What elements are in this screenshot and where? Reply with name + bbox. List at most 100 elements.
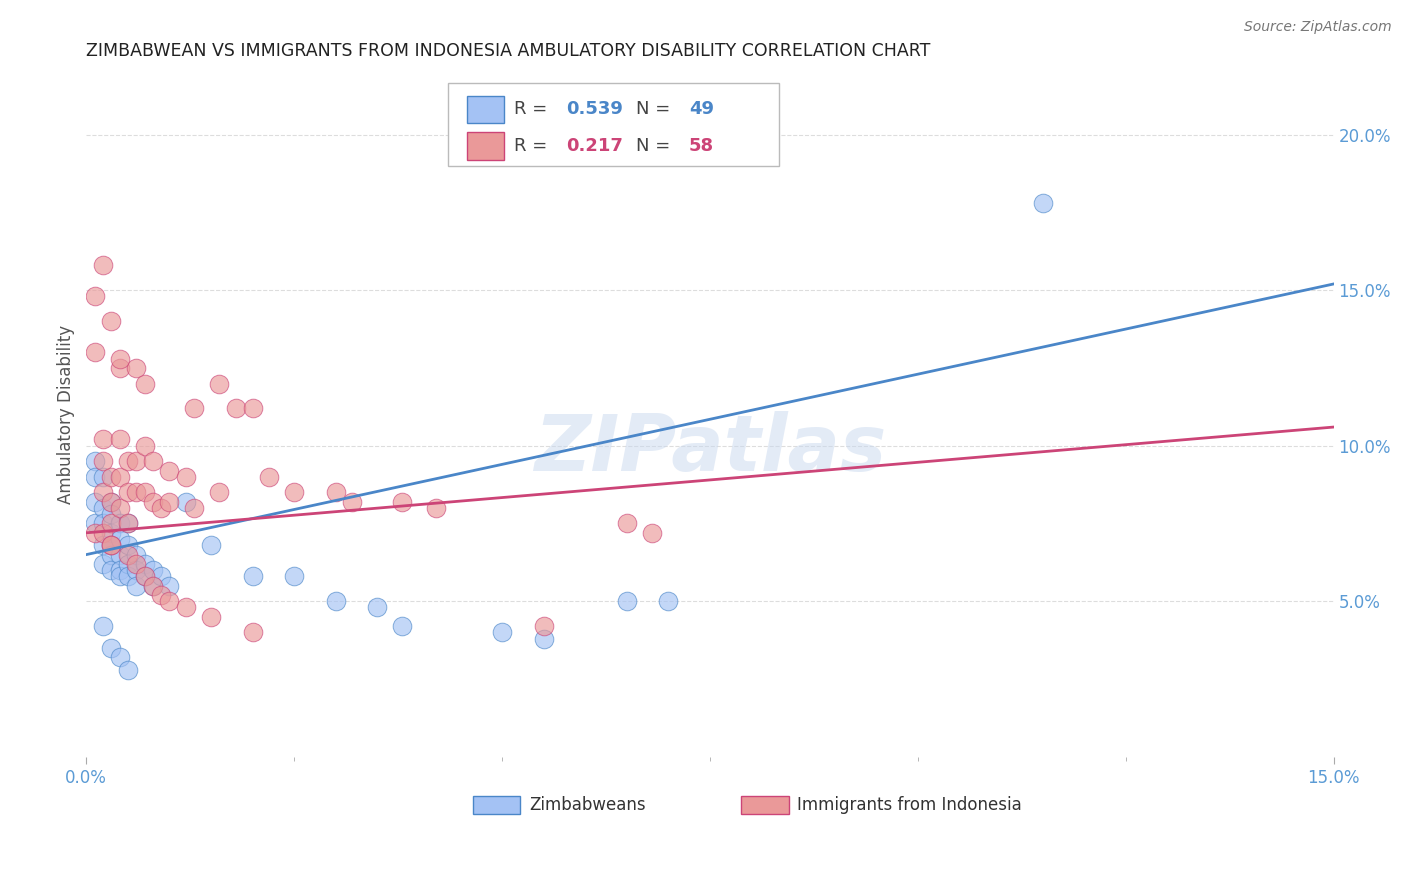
Point [366,600,388,615]
Point [117,485,139,500]
Point [425,500,447,515]
Text: Zimbabweans: Zimbabweans [529,797,645,814]
Point [91,433,114,447]
Point [257,470,280,484]
Point [117,516,139,531]
Point [283,569,305,583]
Point [142,563,165,577]
Point [100,507,122,521]
Point [125,557,148,571]
Point [657,594,679,608]
Point [125,563,148,577]
Point [83,454,105,468]
Point [125,360,148,375]
Point [125,579,148,593]
Point [641,525,664,540]
Point [159,594,181,608]
Point [391,619,413,633]
Point [150,588,173,602]
Point [117,548,139,562]
Text: R =: R = [515,137,547,155]
Point [225,401,247,416]
Point [200,538,222,552]
Point [83,289,105,303]
Point [125,548,148,562]
Point [125,485,148,500]
Point [325,485,347,500]
Point [134,485,156,500]
FancyBboxPatch shape [472,797,520,814]
Point [134,557,156,571]
Point [83,494,105,508]
Text: 49: 49 [689,100,714,119]
Point [159,579,181,593]
Point [91,454,114,468]
Point [174,494,197,508]
Point [108,532,131,546]
Point [117,454,139,468]
Point [108,569,131,583]
Point [91,557,114,571]
Point [91,525,114,540]
Point [100,538,122,552]
Point [100,538,122,552]
Point [83,470,105,484]
Point [100,494,122,508]
Point [108,433,131,447]
Point [134,569,156,583]
Point [134,376,156,391]
Point [100,548,122,562]
FancyBboxPatch shape [449,83,779,166]
Point [208,485,231,500]
Point [1032,196,1054,211]
Point [150,569,173,583]
Point [200,609,222,624]
Point [108,500,131,515]
Text: 58: 58 [689,137,714,155]
Point [150,500,173,515]
Point [91,516,114,531]
Point [125,454,148,468]
Point [108,470,131,484]
Text: ZIPatlas: ZIPatlas [534,411,886,487]
Point [100,525,122,540]
Text: R =: R = [515,100,547,119]
Point [83,525,105,540]
Text: Source: ZipAtlas.com: Source: ZipAtlas.com [1244,20,1392,34]
Point [174,600,197,615]
Point [108,650,131,665]
Point [134,569,156,583]
Point [242,569,264,583]
Point [100,516,122,531]
Point [533,632,555,646]
Point [283,485,305,500]
Point [100,470,122,484]
Point [391,494,413,508]
Point [134,439,156,453]
Point [91,538,114,552]
Point [208,376,231,391]
Point [91,500,114,515]
Point [533,619,555,633]
Point [117,516,139,531]
Text: 0.539: 0.539 [567,100,623,119]
Point [342,494,364,508]
Text: N =: N = [637,100,671,119]
Point [100,538,122,552]
Point [83,345,105,359]
FancyBboxPatch shape [467,132,505,160]
Point [616,516,638,531]
Point [117,538,139,552]
Point [616,594,638,608]
Point [91,619,114,633]
Point [117,663,139,677]
Point [159,464,181,478]
Y-axis label: Ambulatory Disability: Ambulatory Disability [58,325,75,504]
Point [91,485,114,500]
Point [174,470,197,484]
Point [100,494,122,508]
Point [100,563,122,577]
Text: 0.217: 0.217 [567,137,623,155]
Point [142,494,165,508]
Point [159,494,181,508]
